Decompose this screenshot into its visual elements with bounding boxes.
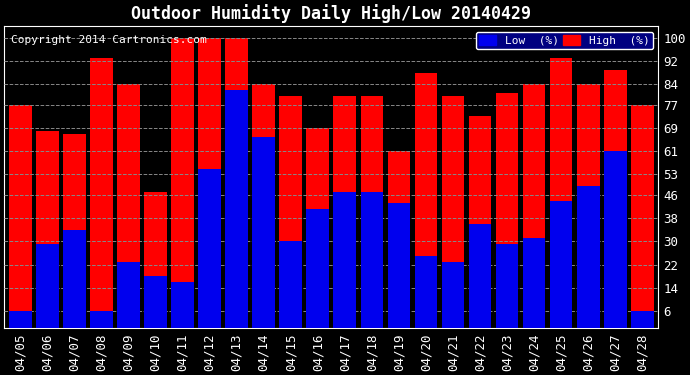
Bar bbox=[63, 230, 86, 328]
Bar bbox=[604, 151, 627, 328]
Bar bbox=[171, 282, 194, 328]
Bar bbox=[415, 256, 437, 328]
Bar bbox=[415, 73, 437, 328]
Bar bbox=[63, 134, 86, 328]
Bar bbox=[171, 38, 194, 328]
Bar bbox=[36, 244, 59, 328]
Legend: Low  (%), High  (%): Low (%), High (%) bbox=[476, 32, 653, 49]
Bar bbox=[469, 224, 491, 328]
Bar bbox=[442, 262, 464, 328]
Bar bbox=[550, 58, 573, 328]
Bar bbox=[388, 151, 411, 328]
Bar bbox=[279, 96, 302, 328]
Bar bbox=[631, 105, 653, 328]
Bar bbox=[253, 136, 275, 328]
Bar bbox=[198, 38, 221, 328]
Bar bbox=[577, 186, 600, 328]
Bar bbox=[523, 238, 546, 328]
Bar bbox=[36, 131, 59, 328]
Bar bbox=[306, 209, 329, 328]
Bar bbox=[631, 311, 653, 328]
Bar bbox=[198, 168, 221, 328]
Bar bbox=[144, 192, 167, 328]
Bar bbox=[388, 204, 411, 328]
Bar bbox=[469, 116, 491, 328]
Bar bbox=[9, 105, 32, 328]
Bar bbox=[604, 70, 627, 328]
Text: Copyright 2014 Cartronics.com: Copyright 2014 Cartronics.com bbox=[11, 35, 206, 45]
Bar bbox=[306, 128, 329, 328]
Bar bbox=[333, 192, 356, 328]
Bar bbox=[226, 90, 248, 328]
Bar bbox=[226, 38, 248, 328]
Bar bbox=[360, 192, 383, 328]
Bar bbox=[495, 93, 518, 328]
Bar bbox=[523, 84, 546, 328]
Bar bbox=[144, 276, 167, 328]
Bar bbox=[90, 311, 113, 328]
Bar bbox=[117, 262, 140, 328]
Bar bbox=[279, 241, 302, 328]
Bar bbox=[360, 96, 383, 328]
Bar bbox=[253, 84, 275, 328]
Bar bbox=[90, 58, 113, 328]
Bar bbox=[442, 96, 464, 328]
Bar bbox=[9, 311, 32, 328]
Bar bbox=[495, 244, 518, 328]
Bar bbox=[333, 96, 356, 328]
Title: Outdoor Humidity Daily High/Low 20140429: Outdoor Humidity Daily High/Low 20140429 bbox=[131, 4, 531, 23]
Bar bbox=[577, 84, 600, 328]
Bar bbox=[550, 201, 573, 328]
Bar bbox=[117, 84, 140, 328]
